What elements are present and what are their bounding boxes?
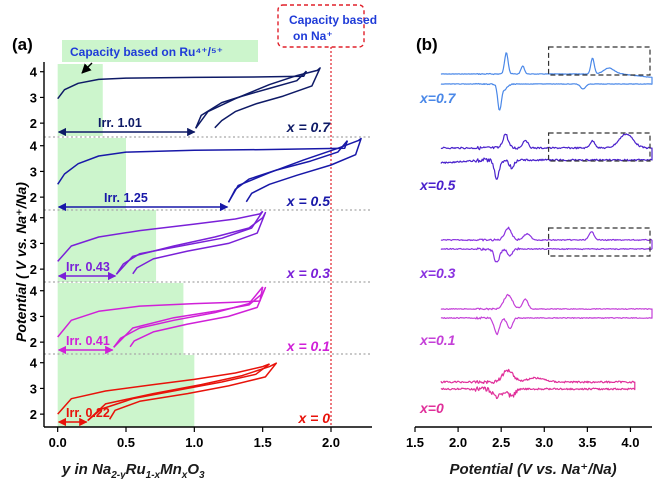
curve-3-charge2 — [113, 286, 267, 348]
panel-a-x-ticks: 0.0 0.5 1.0 1.5 2.0 — [49, 427, 340, 450]
panel-a-x-tick-0: 0.0 — [49, 435, 67, 450]
curve-4-charge2 — [87, 362, 278, 422]
panel-a-y-tick-4-2: 4 — [30, 356, 38, 371]
panel-a-x-tick-1: 0.5 — [117, 435, 135, 450]
panel-a: Irr. 1.01 Irr. 1.25 Irr. 0.43 Irr. 0.41 Irr.… — [12, 4, 377, 479]
panel-a-y-tick-2-1: 3 — [30, 236, 37, 251]
panel-a-y-tick-0-0: 2 — [30, 116, 37, 131]
trace-label-0: x=0.7 — [419, 90, 457, 106]
panel-b-x-tick-0: 1.5 — [406, 435, 424, 450]
panel-b-x-tick-5: 4.0 — [621, 435, 639, 450]
panel-b-x-tick-4: 3.5 — [578, 435, 596, 450]
dqdv-trace-0 — [440, 52, 653, 111]
panel-a-y-tick-1-0: 2 — [30, 190, 37, 205]
curve-4-charge1 — [57, 363, 270, 415]
composition-label-3: x = 0.1 — [286, 338, 330, 354]
green-shade-3 — [57, 283, 184, 355]
na-capacity-box — [277, 4, 365, 48]
composition-labels: x = 0.7 x = 0.5 x = 0.3 x = 0.1 x = 0 — [286, 119, 331, 426]
panel-a-y-tick-3-2: 4 — [30, 284, 38, 299]
curve-2-discharge1 — [115, 210, 264, 275]
curve-0-charge2 — [195, 67, 321, 129]
zoom-box-0 — [547, 46, 651, 76]
panel-b-x-tick-2: 2.5 — [492, 435, 510, 450]
panel-a-y-tick-1-1: 3 — [30, 164, 37, 179]
trace-label-1: x=0.5 — [419, 177, 456, 193]
trace-label-3: x=0.1 — [419, 332, 456, 348]
panel-b-zoom-boxes — [547, 46, 651, 257]
panel-b-xlabel: Potential (V vs. Na⁺/Na) — [449, 461, 616, 478]
panel-a-y-tick-0-1: 3 — [30, 90, 37, 105]
ru-capacity-banner — [62, 40, 258, 62]
zoom-box-2 — [547, 227, 651, 257]
panel-a-y-tick-3-0: 2 — [30, 335, 37, 350]
trace-label-4: x=0 — [419, 400, 444, 416]
panel-b: (b) x=0.7 x=0.5 x=0.3 x=0.1 x=0 1.5 2.0 2.5 3.0… — [406, 35, 653, 478]
ru-capacity-arrow — [81, 62, 93, 74]
dqdv-trace-1 — [440, 133, 653, 180]
panel-b-x-tick-1: 2.0 — [449, 435, 467, 450]
ru-capacity-text: Capacity based on Ru⁴⁺/⁵⁺ — [70, 45, 223, 59]
panel-a-y-tick-1-2: 4 — [30, 139, 38, 154]
irr-label-1: Irr. 1.25 — [104, 191, 148, 205]
irr-label-3: Irr. 0.41 — [66, 334, 110, 348]
panel-a-x-tick-2: 1.0 — [185, 435, 203, 450]
panel-a-y-tick-3-1: 3 — [30, 309, 37, 324]
na-capacity-text-1: Capacity based — [289, 13, 377, 27]
composition-label-4: x = 0 — [297, 410, 330, 426]
curve-2-charge1 — [57, 210, 264, 262]
panel-a-y-ticks: 2 3 4 2 3 4 2 3 4 2 3 4 2 3 4 — [30, 65, 44, 422]
curve-3-charge1 — [57, 286, 264, 338]
irr-label-0: Irr. 1.01 — [98, 116, 142, 130]
green-shade-1 — [57, 138, 126, 210]
curve-2-charge2 — [115, 211, 267, 275]
zoom-box-1 — [547, 132, 651, 162]
panel-b-traces — [440, 52, 653, 400]
curve-3-discharge1 — [113, 286, 264, 348]
panel-b-x-tick-3: 3.0 — [535, 435, 553, 450]
panel-a-y-tick-2-0: 2 — [30, 262, 37, 277]
panel-a-y-tick-4-1: 3 — [30, 381, 37, 396]
curve-0-charge1 — [57, 70, 308, 100]
composition-label-1: x = 0.5 — [286, 193, 330, 209]
irreversible-capacity-markers: Irr. 1.01 Irr. 1.25 Irr. 0.43 Irr. 0.41 Irr.… — [57, 116, 229, 427]
panel-a-y-tick-2-2: 4 — [30, 211, 38, 226]
panel-a-label: (a) — [12, 35, 33, 54]
composition-label-0: x = 0.7 — [286, 119, 331, 135]
panel-a-curves — [57, 67, 362, 422]
green-shade-2 — [57, 210, 157, 282]
panel-a-x-tick-3: 1.5 — [254, 435, 272, 450]
green-capacity-shading — [57, 64, 195, 427]
panel-b-label: (b) — [416, 35, 438, 54]
green-shade-0 — [57, 64, 103, 136]
dqdv-trace-4 — [440, 368, 636, 400]
panel-a-ylabel: Potential ( V vs. Na⁺/Na) — [13, 182, 29, 342]
curve-4-discharge1 — [87, 363, 270, 422]
panel-b-trace-labels: x=0.7 x=0.5 x=0.3 x=0.1 x=0 — [419, 90, 457, 416]
panel-a-y-tick-4-0: 2 — [30, 407, 37, 422]
irr-label-4: Irr. 0.22 — [66, 406, 110, 420]
irr-label-2: Irr. 0.43 — [66, 260, 110, 274]
panel-a-y-tick-0-2: 4 — [30, 65, 38, 80]
trace-label-2: x=0.3 — [419, 265, 456, 281]
dqdv-trace-2 — [440, 226, 653, 263]
panel-a-x-tick-4: 2.0 — [322, 435, 340, 450]
na-capacity-text-2: on Na⁺ — [293, 29, 333, 43]
panel-b-x-ticks: 1.5 2.0 2.5 3.0 3.5 4.0 — [406, 427, 639, 450]
curve-1-charge1 — [57, 140, 349, 185]
curve-1-charge2 — [227, 137, 362, 203]
panel-a-xlabel: y in Na2-yRu1-xMnxO3 — [61, 461, 205, 479]
dqdv-trace-3 — [440, 293, 653, 336]
composition-label-2: x = 0.3 — [286, 265, 330, 281]
